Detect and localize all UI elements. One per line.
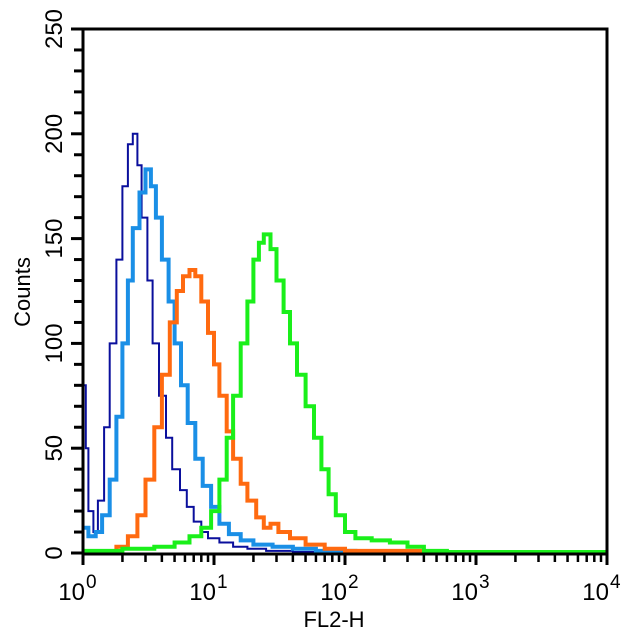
y-tick-label: 50 (41, 435, 68, 462)
x-axis: 10 0 10 1 10 2 10 3 10 4 (58, 553, 621, 606)
series-dark-blue (83, 132, 346, 553)
x-tick-label: 10 2 (320, 572, 358, 606)
y-tick-label: 100 (41, 323, 68, 363)
x-tick-exponent: 4 (610, 572, 621, 593)
series-light-blue (83, 167, 358, 553)
y-axis: 0 50 100 150 200 250 (41, 9, 83, 560)
x-tick-exponent: 2 (348, 572, 359, 593)
x-tick-base: 10 (451, 579, 478, 606)
y-tick-label: 150 (41, 219, 68, 259)
y-tick-label: 250 (41, 9, 68, 49)
x-tick-exponent: 0 (86, 572, 97, 593)
x-tick-base: 10 (189, 579, 216, 606)
x-tick-label: 10 0 (58, 572, 96, 606)
y-axis-title: Counts (10, 257, 35, 327)
series-green (83, 232, 607, 554)
y-tick-label: 200 (41, 114, 68, 154)
x-tick-label: 10 3 (451, 572, 489, 606)
series-layer (83, 132, 607, 555)
x-tick-exponent: 3 (479, 572, 490, 593)
x-axis-title: FL2-H (303, 607, 364, 632)
x-tick-label: 10 4 (582, 572, 621, 606)
series-orange (106, 268, 426, 555)
x-tick-exponent: 1 (217, 572, 228, 593)
x-tick-label: 10 1 (189, 572, 227, 606)
x-tick-base: 10 (582, 579, 609, 606)
y-tick-label: 0 (41, 546, 68, 559)
x-tick-base: 10 (58, 579, 85, 606)
x-tick-base: 10 (320, 579, 347, 606)
